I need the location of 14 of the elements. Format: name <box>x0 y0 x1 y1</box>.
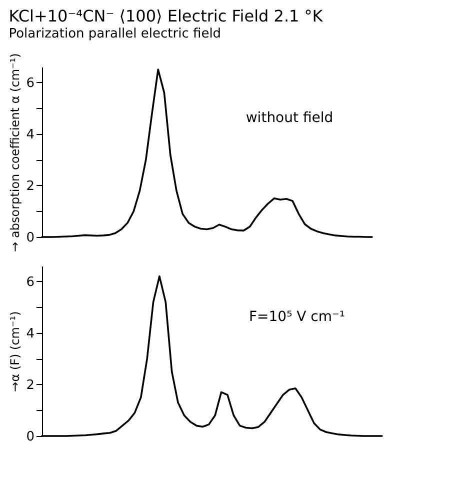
y-tick-label: 0 <box>26 430 34 444</box>
chart-title: KCl+10⁻⁴CN⁻ ⟨100⟩ Electric Field 2.1 °K <box>8 6 324 26</box>
annotation: F=10⁵ V cm⁻¹ <box>248 309 346 325</box>
y-tick-label: 4 <box>26 326 34 342</box>
y-tick-label: 2 <box>26 178 34 194</box>
annotation: without field <box>246 110 334 126</box>
y-tick-label: 4 <box>26 127 34 142</box>
chart-subtitle: Polarization parallel electric field <box>8 26 222 42</box>
y-tick-label: 0 <box>26 230 34 246</box>
y-axis-title: → absorption coefficient α (cm⁻¹) <box>8 53 22 252</box>
y-axis-title: →α (F) (cm⁻¹) <box>8 311 22 392</box>
y-tick-label: 2 <box>26 378 34 393</box>
y-tick-label: 6 <box>26 76 34 91</box>
y-tick-label: 6 <box>26 274 34 290</box>
